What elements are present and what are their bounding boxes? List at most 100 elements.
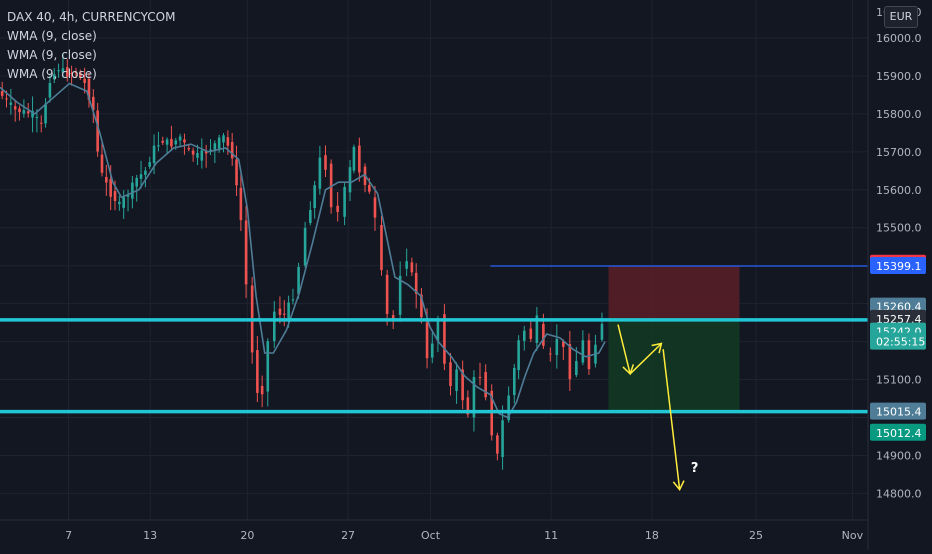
candle-body-113 [568,344,572,380]
candle-body-68 [309,210,312,224]
candle-body-77 [358,145,361,173]
candle-body-110 [549,353,552,355]
candle-body-81 [380,224,383,271]
stop-loss-zone [608,266,740,320]
candle-body-70 [318,157,322,189]
candle-body-51 [222,135,225,143]
candle-body-80 [373,197,377,218]
indicator-wma-2[interactable]: WMA (9, close) [7,48,97,62]
price-badge-7 [870,423,926,441]
time-tick-label: Nov [842,529,864,542]
candle-body-2 [9,102,13,105]
indicator-wma-1[interactable]: WMA (9, close) [7,29,97,43]
candle-body-48 [209,149,212,151]
price-badge-3 [870,309,926,327]
candle-body-29 [126,195,130,197]
candle-body-13 [57,70,60,72]
candle-body-49 [213,143,217,150]
price-badge-text-6: 15015.4 [876,406,922,419]
candle-body-17 [74,71,78,74]
candle-body-63 [282,313,286,315]
price-tick-label: 15900.0 [876,70,922,83]
candle-body-54 [235,159,238,186]
candle-body-61 [272,311,276,342]
price-tick-label: 14900.0 [876,449,922,462]
candle-body-24 [105,176,108,183]
candle-body-98 [478,376,482,378]
candle-body-31 [135,177,139,187]
candle-body-18 [78,72,82,78]
candle-body-62 [278,308,282,315]
candle-body-67 [303,227,307,266]
candle-body-42 [183,139,186,143]
forecast-arrowhead-1 [651,342,663,354]
time-tick-label: 11 [544,529,558,542]
candle-body-94 [455,369,458,392]
time-tick-label: 20 [240,529,254,542]
candle-body-101 [496,435,499,454]
candle-body-44 [191,150,195,155]
candle-body-34 [148,162,152,167]
candle-body-1 [5,98,8,100]
candle-body-90 [430,343,434,358]
price-tick-label: 15700.0 [876,146,922,159]
price-tick-label: 16000.0 [876,32,922,45]
price-tick-label: 15600.0 [876,184,922,197]
candle-body-86 [410,262,414,273]
candle-body-39 [170,138,173,147]
time-tick-label: 13 [143,529,157,542]
candle-body-14 [61,68,65,73]
candle-body-108 [535,315,539,343]
candle-body-85 [405,261,408,269]
candle-body-45 [196,152,199,158]
price-tick-label: 15500.0 [876,222,922,235]
candle-body-50 [217,137,221,149]
candle-body-53 [230,141,234,159]
candle-body-46 [200,150,204,161]
candle-body-10 [44,103,47,124]
candle-body-115 [581,340,585,363]
candle-body-30 [131,182,134,199]
candle-body-11 [48,83,52,98]
forecast-arrow-2 [662,349,681,490]
price-badge-6 [870,402,926,420]
candle-body-60 [266,341,270,392]
candle-body-103 [507,395,510,421]
candle-body-106 [522,330,526,341]
candle-body-82 [385,274,389,314]
candle-body-20 [87,78,91,100]
forecast-arrowhead-0 [622,364,635,376]
time-tick-label: 7 [65,529,72,542]
candle-body-56 [244,220,248,285]
candle-body-96 [466,397,470,415]
symbol-title[interactable]: DAX 40, 4h, CURRENCYCOM [7,10,176,24]
wma-line [0,82,606,419]
candle-body-83 [391,315,395,319]
currency-button[interactable]: EUR [884,6,918,28]
chart-legend: DAX 40, 4h, CURRENCYCOM WMA (9, close) W… [7,8,175,84]
forecast-arrow-1 [629,342,662,375]
candle-body-71 [324,155,327,170]
time-tick-label: 18 [645,529,659,542]
candle-body-4 [18,108,21,113]
candle-body-6 [26,111,30,114]
price-badge-text-3: 15257.4 [876,313,922,326]
candle-body-75 [348,167,352,193]
candle-body-23 [100,154,104,173]
time-tick-label: 25 [749,529,763,542]
candle-body-22 [96,110,99,152]
candle-body-74 [343,186,346,217]
candle-body-99 [484,372,487,398]
indicator-wma-3[interactable]: WMA (9, close) [7,67,97,81]
candle-body-104 [512,367,516,396]
candle-body-12 [52,74,56,80]
price-tick-label: 15100.0 [876,374,922,387]
candle-body-41 [178,136,182,141]
candle-body-79 [368,185,371,192]
candle-body-8 [35,116,39,118]
price-badge-5 [870,332,926,350]
candle-body-64 [287,302,290,320]
candle-body-40 [174,140,178,145]
